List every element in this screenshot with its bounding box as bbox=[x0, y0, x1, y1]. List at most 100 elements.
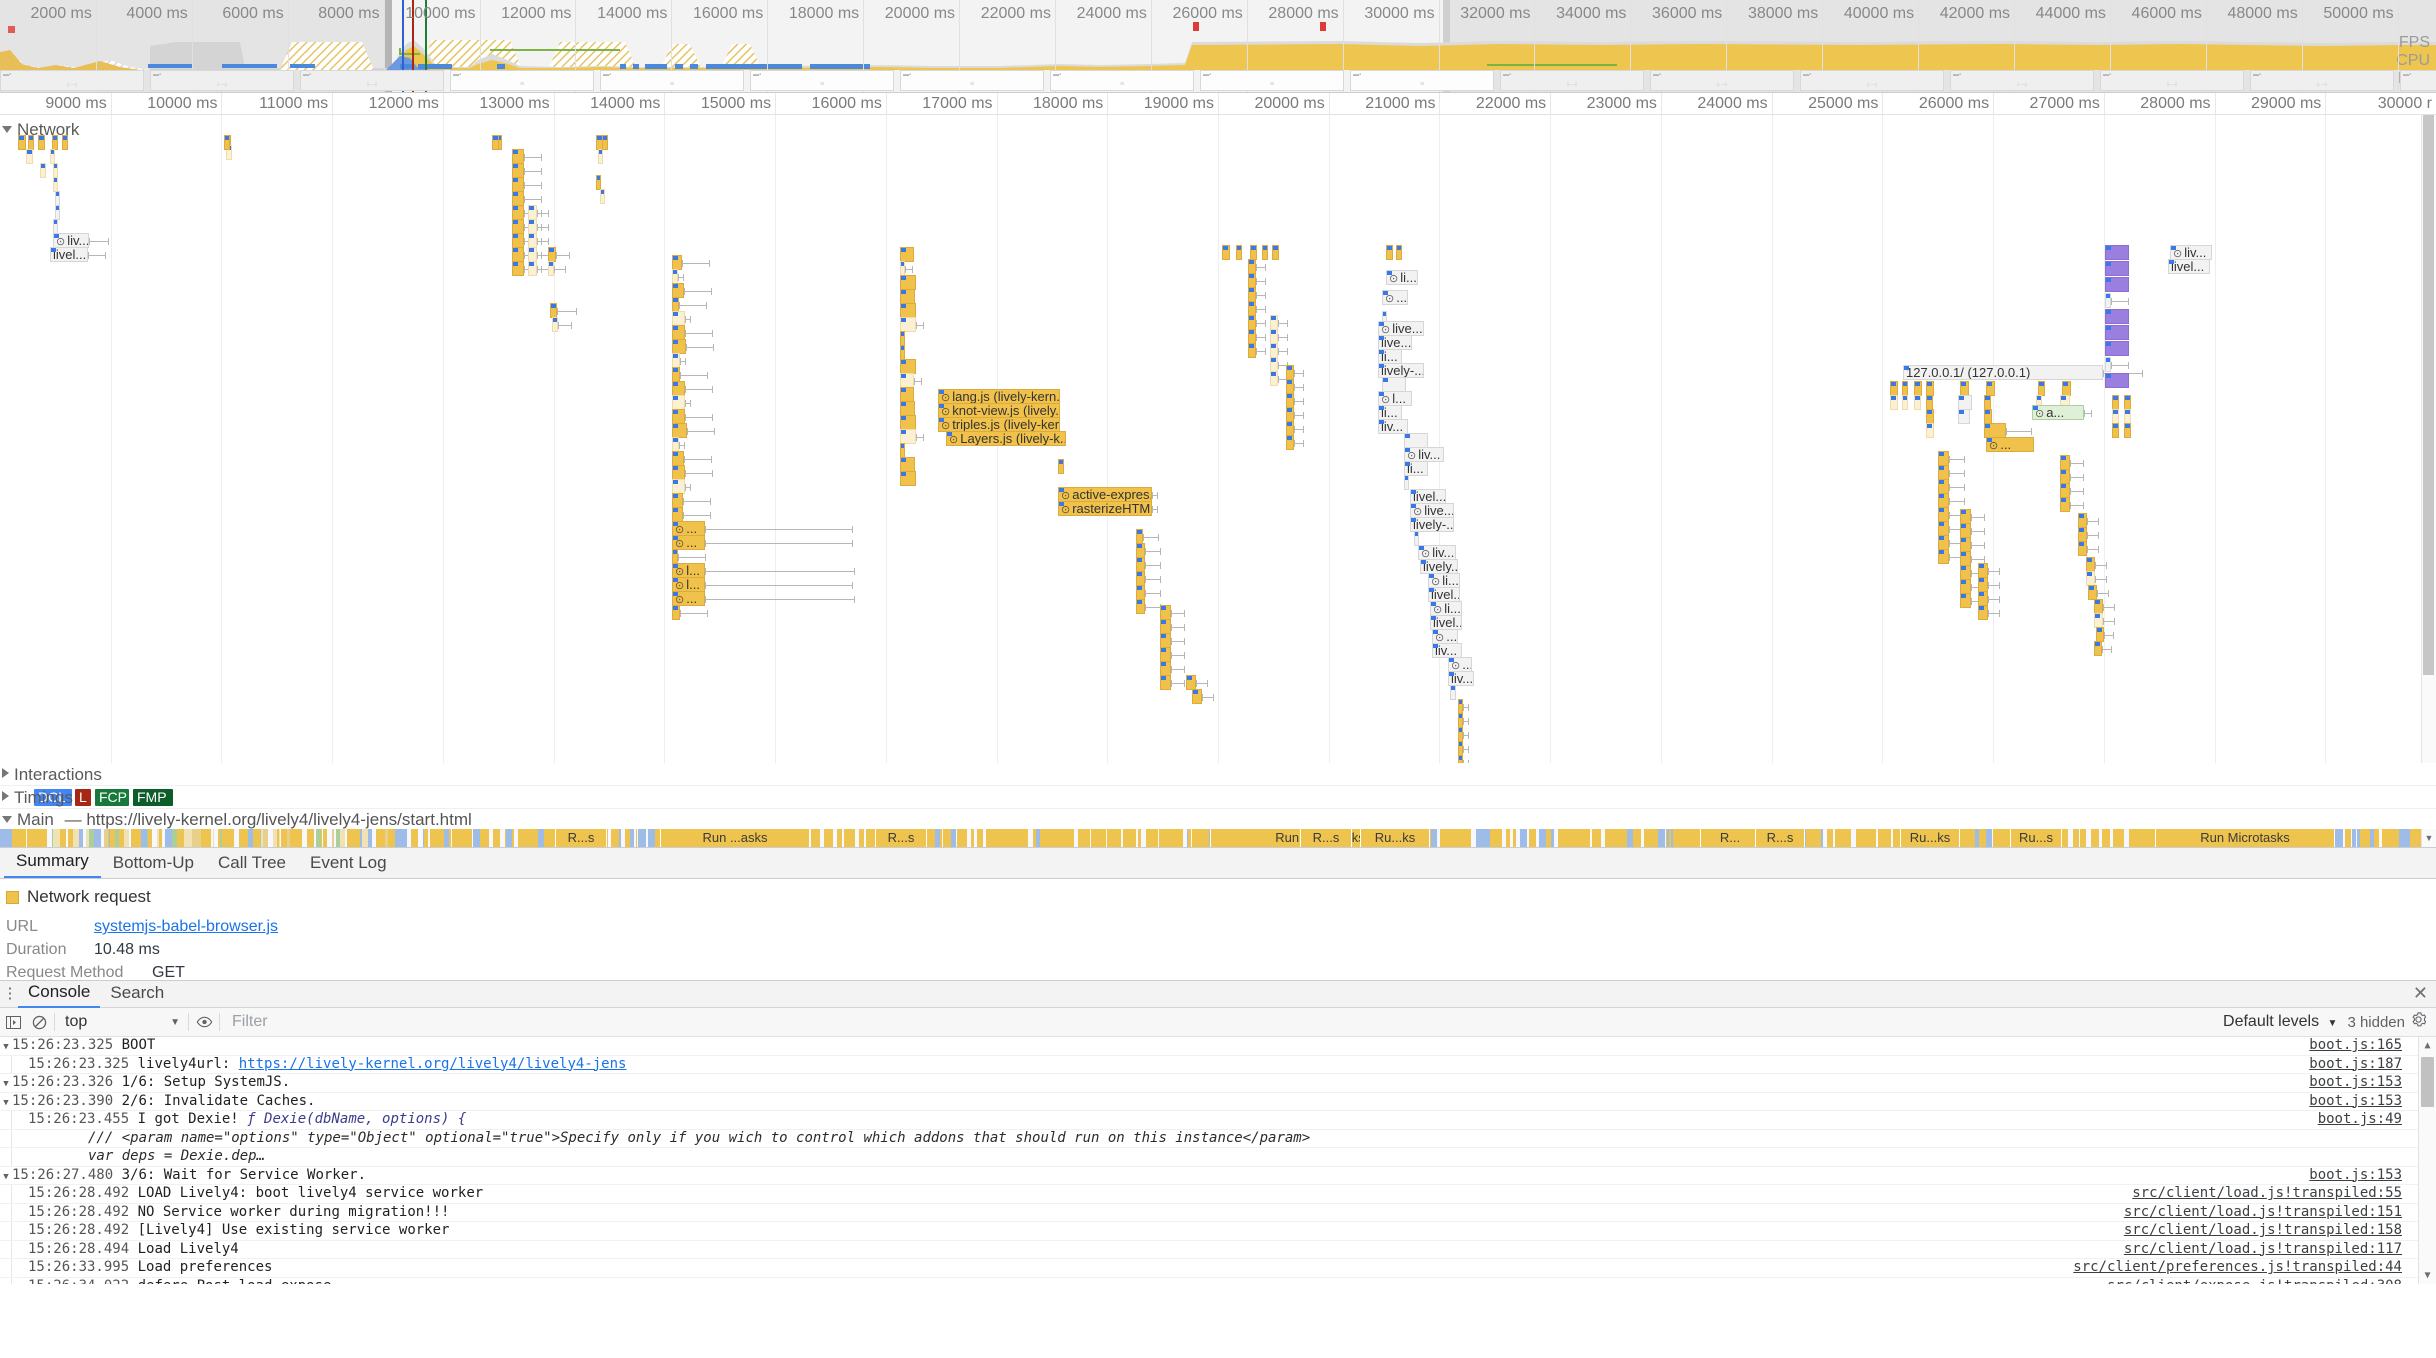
main-thread-segment[interactable] bbox=[2146, 829, 2151, 847]
flame-event-labeled[interactable]: ⊙... bbox=[1432, 629, 1458, 644]
flame-event[interactable] bbox=[1248, 329, 1256, 344]
main-thread-segment[interactable] bbox=[655, 829, 659, 847]
main-thread-segment[interactable] bbox=[2080, 829, 2086, 847]
main-thread-segment[interactable] bbox=[1173, 829, 1178, 847]
main-thread-segment[interactable] bbox=[411, 829, 418, 847]
main-thread-segment[interactable] bbox=[512, 829, 514, 847]
flame-event[interactable] bbox=[2112, 423, 2119, 438]
filmstrip-frame[interactable]: ▬▪⊦⊣ bbox=[1950, 70, 2094, 91]
main-thread-segment[interactable] bbox=[192, 829, 196, 847]
flame-event[interactable] bbox=[552, 317, 558, 332]
flame-event[interactable] bbox=[596, 175, 601, 190]
flame-event-labeled[interactable]: li... bbox=[1404, 461, 1428, 476]
main-thread-segment[interactable] bbox=[218, 829, 220, 847]
filmstrip-frame[interactable]: ▬▪⊦⊣ bbox=[150, 70, 294, 91]
flame-event[interactable] bbox=[2124, 423, 2131, 438]
flame-event-labeled[interactable]: ⊙ live... bbox=[1410, 503, 1454, 518]
flame-event[interactable] bbox=[1222, 245, 1230, 260]
flame-event[interactable] bbox=[900, 289, 915, 304]
main-thread-segment[interactable] bbox=[2120, 829, 2124, 847]
flame-event[interactable] bbox=[2078, 527, 2087, 542]
flame-event[interactable] bbox=[26, 149, 33, 164]
tab-console[interactable]: Console bbox=[18, 980, 101, 1008]
flame-event[interactable] bbox=[1890, 381, 1898, 396]
flame-event[interactable] bbox=[900, 387, 914, 402]
main-thread-segment[interactable] bbox=[2370, 829, 2374, 847]
main-thread-segment[interactable] bbox=[2366, 829, 2370, 847]
main-thread-segment[interactable] bbox=[859, 829, 864, 847]
main-thread-segment[interactable] bbox=[1209, 829, 1210, 847]
flame-event[interactable] bbox=[2094, 613, 2103, 628]
main-thread-segment[interactable] bbox=[1046, 829, 1053, 847]
filmstrip-frame[interactable]: ▬▪⊦⊣ bbox=[2250, 70, 2394, 91]
flame-event[interactable] bbox=[40, 163, 46, 178]
flame-event[interactable] bbox=[1960, 509, 1971, 524]
main-thread-segment[interactable] bbox=[290, 829, 292, 847]
main-thread-segment[interactable] bbox=[1605, 829, 1609, 847]
track-header-network[interactable]: Network bbox=[2, 120, 79, 140]
main-thread-segment[interactable] bbox=[630, 829, 634, 847]
main-thread-segment[interactable] bbox=[1986, 829, 1992, 847]
flame-event[interactable] bbox=[672, 339, 686, 354]
flame-event[interactable] bbox=[2105, 325, 2129, 340]
main-thread-segment[interactable] bbox=[368, 829, 372, 847]
main-thread-segment[interactable] bbox=[1529, 829, 1533, 847]
main-thread-segment[interactable] bbox=[1206, 829, 1209, 847]
main-thread-segment[interactable] bbox=[1966, 829, 1972, 847]
flame-event[interactable] bbox=[2060, 469, 2070, 484]
flame-event[interactable] bbox=[52, 135, 58, 150]
flame-event[interactable] bbox=[1250, 245, 1257, 260]
main-thread-segment[interactable] bbox=[147, 829, 148, 847]
flame-event[interactable] bbox=[1938, 465, 1949, 480]
flame-event[interactable] bbox=[1386, 245, 1393, 260]
main-thread-segment[interactable] bbox=[2350, 829, 2351, 847]
flame-event-labeled[interactable]: ⊙... bbox=[1448, 657, 1472, 672]
flame-event[interactable] bbox=[2124, 395, 2131, 410]
main-thread-segment[interactable] bbox=[1194, 829, 1200, 847]
main-thread-segment[interactable] bbox=[940, 829, 942, 847]
flame-event[interactable] bbox=[1960, 523, 1971, 538]
main-thread-segment[interactable] bbox=[854, 829, 855, 847]
main-thread-segment[interactable] bbox=[2138, 829, 2145, 847]
main-thread-segment[interactable] bbox=[2352, 829, 2356, 847]
main-thread-segment[interactable] bbox=[1520, 829, 1527, 847]
main-thread-segment[interactable] bbox=[965, 829, 967, 847]
flame-event[interactable] bbox=[55, 191, 60, 206]
flame-event[interactable] bbox=[900, 359, 916, 374]
flame-event[interactable] bbox=[1958, 395, 1972, 410]
main-thread-segment[interactable] bbox=[321, 829, 322, 847]
main-thread-task[interactable]: R...s bbox=[875, 829, 927, 847]
main-thread-segment[interactable] bbox=[340, 829, 345, 847]
flame-event[interactable] bbox=[1960, 565, 1971, 580]
main-thread-segment[interactable] bbox=[2412, 829, 2417, 847]
flame-event[interactable] bbox=[2060, 497, 2070, 512]
console-context-select[interactable]: top ▼ bbox=[57, 1013, 186, 1031]
console-message-row[interactable]: 15:26:28.492 NO Service worker during mi… bbox=[0, 1203, 2436, 1222]
filmstrip-frame[interactable]: ▬▪ ≡ bbox=[1050, 70, 1194, 91]
flame-event[interactable] bbox=[1404, 475, 1409, 490]
main-thread-segment[interactable] bbox=[1667, 829, 1669, 847]
flame-event[interactable] bbox=[1186, 675, 1196, 690]
console-source-link[interactable]: boot.js:187 bbox=[2309, 1055, 2402, 1072]
flame-event[interactable] bbox=[1978, 577, 1988, 592]
flame-event[interactable] bbox=[672, 409, 685, 424]
flame-event[interactable] bbox=[512, 219, 524, 234]
close-icon[interactable]: ✕ bbox=[2412, 983, 2428, 1003]
flame-event[interactable] bbox=[672, 465, 685, 480]
main-thread-segment[interactable] bbox=[1444, 829, 1451, 847]
flame-event[interactable] bbox=[1248, 259, 1256, 274]
main-thread-segment[interactable] bbox=[1440, 829, 1444, 847]
main-thread-segment[interactable] bbox=[1460, 829, 1462, 847]
flame-event[interactable] bbox=[2112, 395, 2119, 410]
flame-event[interactable] bbox=[2060, 483, 2070, 498]
flame-event[interactable] bbox=[1262, 245, 1268, 260]
main-thread-segment[interactable] bbox=[287, 829, 290, 847]
main-thread-segment[interactable] bbox=[1013, 829, 1018, 847]
console-source-link[interactable]: src/client/load.js!transpiled:117 bbox=[2123, 1240, 2402, 1257]
main-thread-segment[interactable] bbox=[1616, 829, 1621, 847]
main-thread-segment[interactable] bbox=[2136, 829, 2138, 847]
main-thread-segment[interactable] bbox=[0, 829, 5, 847]
flame-event[interactable] bbox=[2038, 381, 2045, 396]
console-source-link[interactable]: boot.js:153 bbox=[2309, 1166, 2402, 1183]
drawer-tabstrip[interactable]: ⋮ Console Search ✕ bbox=[0, 981, 2436, 1008]
